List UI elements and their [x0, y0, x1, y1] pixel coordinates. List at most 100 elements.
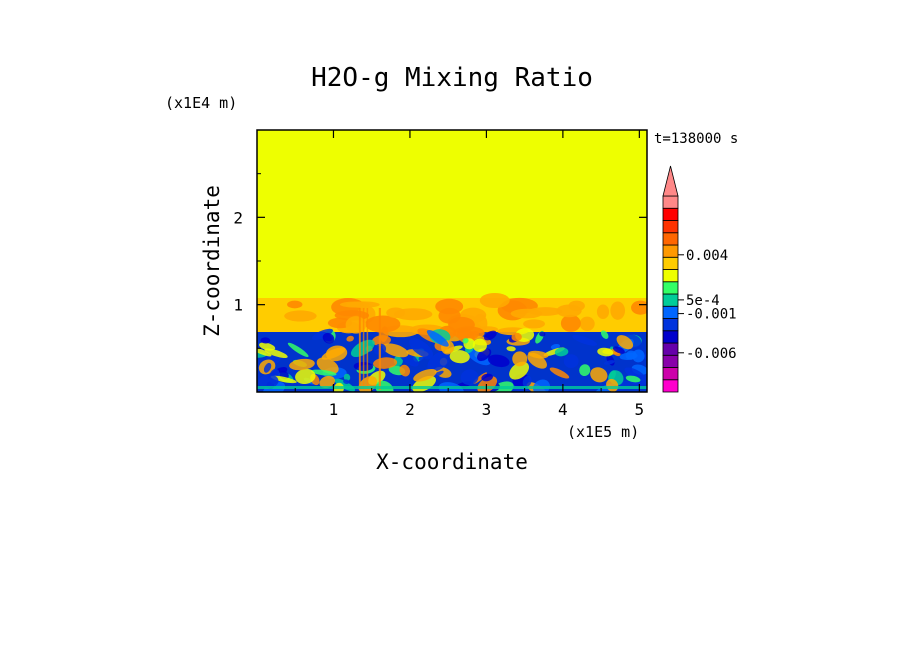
- streak: [362, 308, 365, 390]
- boundary-patch: [264, 348, 288, 358]
- boundary-patch: [550, 343, 561, 350]
- boundary-patch: [512, 351, 528, 367]
- boundary-patch: [409, 338, 433, 359]
- surface-layer: [257, 386, 647, 389]
- boundary-patch: [579, 364, 591, 377]
- boundary-patch: [258, 374, 279, 389]
- y-axis-label: Z-coordinate: [200, 185, 224, 337]
- boundary-patch: [509, 361, 530, 380]
- mixed-patch: [386, 307, 406, 319]
- mixed-patch: [479, 292, 510, 309]
- boundary-patch: [346, 335, 354, 342]
- boundary-patch: [449, 350, 470, 364]
- boundary-patch: [426, 329, 449, 347]
- colorbar-swatch: [662, 305, 679, 319]
- boundary-patch: [466, 331, 480, 340]
- colorbar-swatch: [662, 379, 679, 393]
- x-tick-label: 1: [329, 400, 339, 419]
- mixed-patch: [284, 310, 317, 322]
- x-axis-label: X-coordinate: [376, 450, 528, 474]
- colorbar-label: -0.001: [686, 307, 737, 323]
- mixed-patch: [596, 304, 610, 319]
- colorbar-swatch: [662, 318, 679, 332]
- boundary-patch: [462, 338, 469, 344]
- time-label: t=138000 s: [654, 131, 738, 147]
- y-ticks: 12: [233, 173, 647, 349]
- boundary-patch: [343, 373, 351, 381]
- x-tick-label: 3: [482, 400, 492, 419]
- boundary-patch: [611, 348, 621, 357]
- boundary-patch: [399, 364, 411, 377]
- y-tick-label: 2: [233, 208, 243, 227]
- boundary-patch: [325, 345, 348, 362]
- boundary-patch: [600, 330, 609, 339]
- boundary-patch: [590, 367, 608, 383]
- colorbar: 0.004 5e-4-0.001 -0.006: [662, 165, 737, 393]
- boundary-patch: [481, 373, 493, 382]
- boundary-patch: [379, 326, 389, 343]
- mixed-patch: [523, 319, 546, 329]
- boundary-patch: [350, 339, 375, 358]
- colorbar-swatch: [662, 293, 679, 307]
- mixed-patch: [510, 308, 543, 319]
- mixed-patch: [579, 316, 595, 331]
- colorbar-label: -0.006: [686, 346, 737, 362]
- boundary-patch: [257, 347, 272, 357]
- boundary-patch: [603, 360, 615, 365]
- x-tick-label: 2: [405, 400, 415, 419]
- boundary-patch: [413, 368, 437, 382]
- boundary-patch: [632, 349, 645, 363]
- colorbar-swatch: [662, 342, 679, 356]
- boundary-patch: [259, 342, 276, 351]
- boundary-patch: [484, 330, 497, 341]
- colorbar-swatch: [662, 195, 679, 209]
- streak: [358, 308, 361, 390]
- streak: [379, 308, 381, 390]
- y-tick-label: 1: [233, 296, 243, 315]
- boundary-patch: [522, 375, 532, 388]
- colorbar-swatch: [662, 281, 679, 295]
- boundary-patch: [616, 335, 634, 350]
- boundary-patch: [549, 367, 570, 379]
- boundary-patch: [260, 337, 271, 344]
- boundary-patch: [624, 367, 646, 381]
- mixed-patch: [346, 301, 380, 308]
- boundary-patch: [460, 369, 479, 386]
- boundary-patch: [477, 376, 498, 392]
- colorbar-label: 5e-4: [686, 293, 720, 309]
- boundary-patch: [289, 358, 315, 371]
- x-tick-label: 5: [635, 400, 645, 419]
- colorbar-swatch: [662, 244, 679, 258]
- y-scale-label: (x1E4 m): [165, 94, 237, 112]
- boundary-patch: [597, 347, 614, 357]
- turbulence-patches: [257, 292, 647, 392]
- boundary-patch: [382, 343, 409, 358]
- colorbar-swatch: [662, 207, 679, 221]
- boundary-patch: [427, 350, 452, 372]
- mixed-patch: [345, 316, 367, 334]
- colorbar-swatch: [662, 367, 679, 381]
- colorbar-swatch: [662, 354, 679, 368]
- boundary-patch: [625, 375, 641, 383]
- boundary-patch: [322, 332, 335, 344]
- boundary-patch: [528, 350, 549, 359]
- mixed-patch: [610, 301, 626, 320]
- boundary-patch: [319, 375, 335, 389]
- colorbar-overflow: [662, 165, 679, 197]
- colorbar-swatch: [662, 232, 679, 246]
- x-ticks: 1 2 3 4 5: [294, 130, 645, 419]
- chart-title: H2O-g Mixing Ratio: [311, 63, 593, 93]
- boundary-patch: [612, 346, 625, 354]
- mixed-patch: [556, 304, 582, 318]
- boundary-patch: [263, 362, 272, 373]
- mixed-patch: [560, 314, 581, 332]
- mixed-patch: [438, 307, 461, 324]
- plot-field: [257, 130, 647, 392]
- boundary-patch: [487, 354, 510, 368]
- colorbar-swatch: [662, 256, 679, 270]
- mixed-patch: [365, 315, 401, 333]
- mixed-patch: [287, 300, 303, 309]
- boundary-patch: [563, 354, 579, 369]
- boundary-patch: [343, 379, 350, 384]
